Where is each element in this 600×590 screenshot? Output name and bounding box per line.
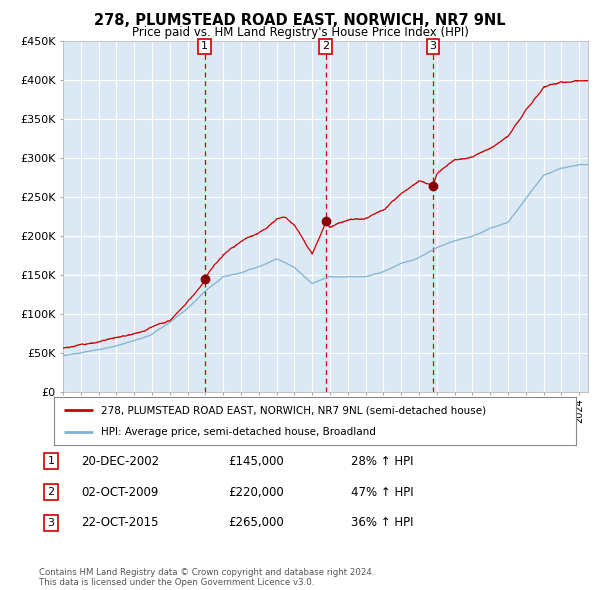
Text: 1: 1	[47, 457, 55, 466]
Text: HPI: Average price, semi-detached house, Broadland: HPI: Average price, semi-detached house,…	[101, 427, 376, 437]
Text: 278, PLUMSTEAD ROAD EAST, NORWICH, NR7 9NL (semi-detached house): 278, PLUMSTEAD ROAD EAST, NORWICH, NR7 9…	[101, 405, 486, 415]
Text: £265,000: £265,000	[228, 516, 284, 529]
Text: 36% ↑ HPI: 36% ↑ HPI	[351, 516, 413, 529]
Text: Contains HM Land Registry data © Crown copyright and database right 2024.
This d: Contains HM Land Registry data © Crown c…	[39, 568, 374, 587]
Text: 20-DEC-2002: 20-DEC-2002	[81, 455, 159, 468]
Text: 02-OCT-2009: 02-OCT-2009	[81, 486, 158, 499]
Text: 28% ↑ HPI: 28% ↑ HPI	[351, 455, 413, 468]
Text: 1: 1	[201, 41, 208, 51]
Text: £145,000: £145,000	[228, 455, 284, 468]
Text: 47% ↑ HPI: 47% ↑ HPI	[351, 486, 413, 499]
Text: Price paid vs. HM Land Registry's House Price Index (HPI): Price paid vs. HM Land Registry's House …	[131, 26, 469, 39]
Text: 22-OCT-2015: 22-OCT-2015	[81, 516, 158, 529]
Text: 3: 3	[430, 41, 437, 51]
Text: 2: 2	[322, 41, 329, 51]
Text: 2: 2	[47, 487, 55, 497]
Text: 3: 3	[47, 518, 55, 527]
Text: 278, PLUMSTEAD ROAD EAST, NORWICH, NR7 9NL: 278, PLUMSTEAD ROAD EAST, NORWICH, NR7 9…	[94, 13, 506, 28]
Text: £220,000: £220,000	[228, 486, 284, 499]
